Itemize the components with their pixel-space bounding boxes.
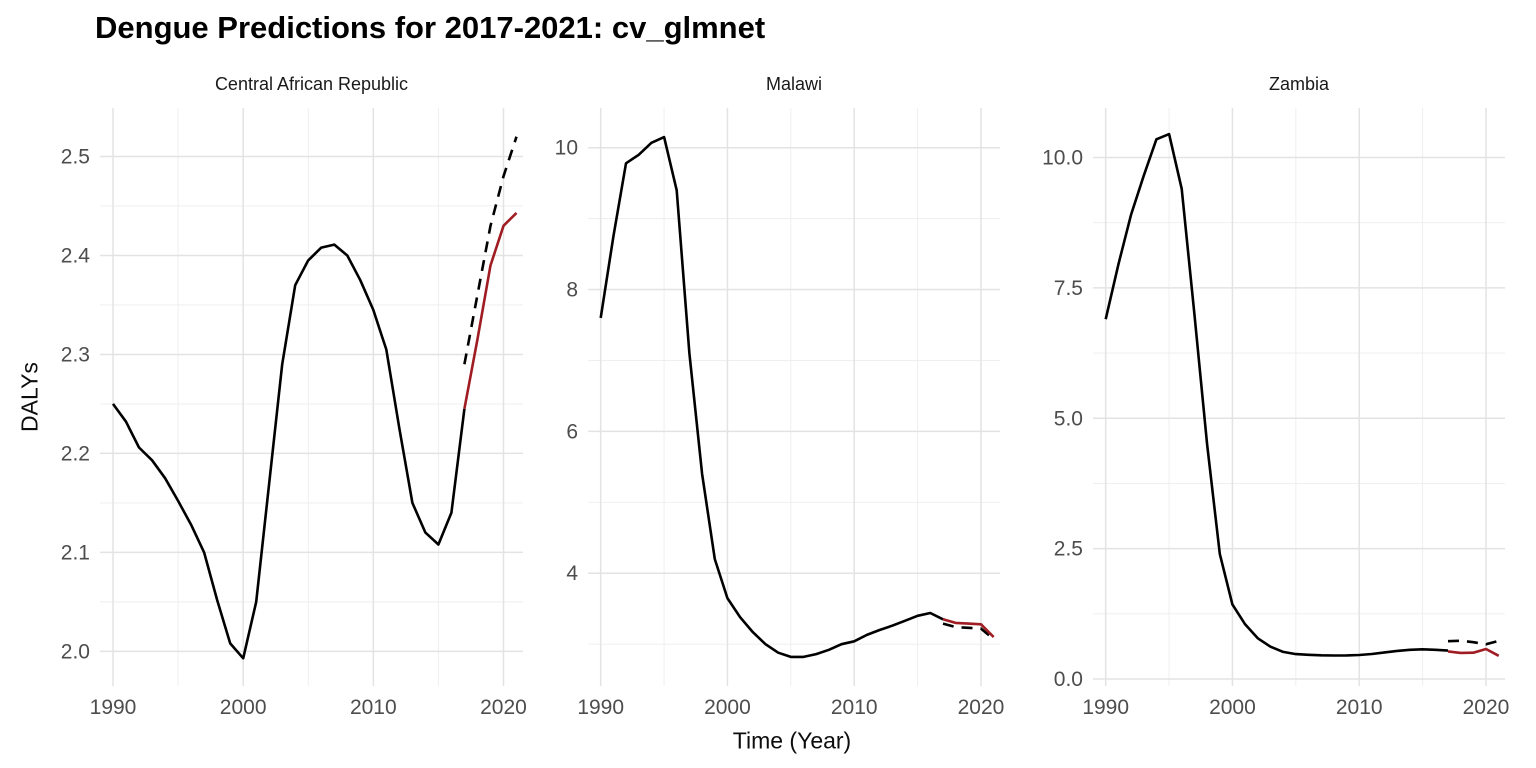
y-tick-label: 10 — [555, 137, 578, 160]
x-tick-label: 1990 — [1082, 696, 1129, 719]
x-tick-label: 1990 — [577, 696, 624, 719]
x-axis-title: Time (Year) — [732, 727, 852, 754]
y-tick-label: 6 — [566, 420, 578, 443]
x-tick-label: 2020 — [958, 696, 1005, 719]
series-actual-dashed-line — [1447, 639, 1500, 646]
facet-title-zambia: Zambia — [1268, 74, 1330, 94]
y-tick-label: 8 — [566, 279, 578, 302]
series-predicted-line — [942, 618, 995, 639]
x-tick-label: 2000 — [1209, 696, 1256, 719]
x-tick-label: 2000 — [220, 696, 267, 719]
y-tick-label: 2.1 — [61, 541, 90, 564]
y-tick-label: 2.4 — [61, 244, 91, 267]
series-observed-line — [111, 243, 466, 660]
series-actual-dashed-line — [942, 622, 995, 641]
series-actual-dashed-line — [463, 136, 518, 365]
chart-title: Dengue Predictions for 2017-2021: cv_glm… — [95, 10, 766, 45]
series-observed-line — [1104, 132, 1449, 657]
x-tick-label: 2020 — [480, 696, 527, 719]
y-tick-label: 0.0 — [1054, 668, 1083, 691]
y-tick-label: 2.3 — [61, 343, 90, 366]
y-tick-label: 7.5 — [1054, 277, 1083, 300]
y-tick-label: 5.0 — [1054, 407, 1083, 430]
series-predicted-line — [463, 211, 518, 410]
y-tick-label: 2.2 — [61, 442, 90, 465]
x-tick-label: 1990 — [90, 696, 137, 719]
y-tick-label: 2.5 — [1054, 538, 1083, 561]
x-tick-label: 2020 — [1463, 696, 1510, 719]
y-tick-label: 2.5 — [61, 145, 90, 168]
y-tick-label: 2.0 — [61, 640, 90, 663]
y-tick-label: 4 — [566, 562, 578, 585]
series-observed-line — [599, 135, 944, 659]
x-tick-label: 2000 — [704, 696, 751, 719]
series-predicted-line — [1447, 647, 1500, 657]
facet-title-central-african-republic: Central African Republic — [214, 74, 409, 94]
x-tick-label: 2010 — [831, 696, 878, 719]
x-tick-label: 2010 — [350, 696, 397, 719]
y-tick-label: 10.0 — [1042, 147, 1083, 170]
facet-title-malawi: Malawi — [765, 74, 822, 94]
x-tick-label: 2010 — [1336, 696, 1383, 719]
